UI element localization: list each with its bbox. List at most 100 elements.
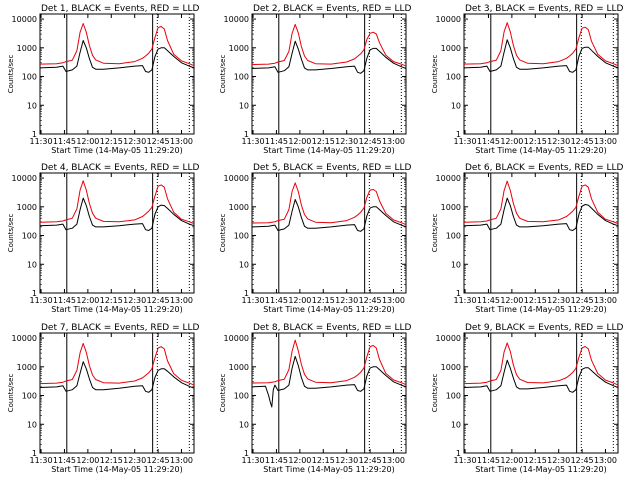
x-axis-label: Start Time (14-May-05 11:29:20) [263,305,394,314]
x-tick-label: 11:30 [454,296,477,305]
plot-frame [251,172,407,294]
x-tick-label: 12:00 [76,296,99,305]
x-tick-label: 11:30 [30,456,53,465]
y-tick-label: 10 [239,260,249,269]
chart-title: Det 4, BLACK = Events, RED = LLD [41,163,200,173]
x-axis-label: Start Time (14-May-05 11:29:20) [51,305,182,314]
x-tick-label: 12:30 [123,137,146,146]
x-tick-label: 11:30 [242,137,265,146]
x-tick-label: 13:00 [382,137,405,146]
y-tick-label: 100 [22,392,37,401]
x-tick-label: 12:15 [100,456,123,465]
x-tick-label: 12:45 [359,456,382,465]
x-tick-label: 11:45 [477,296,500,305]
y-tick-label: 1000 [229,44,249,53]
x-tick-label: 12:00 [288,296,311,305]
y-tick-label: 10000 [12,174,37,183]
x-tick-label: 12:00 [288,456,311,465]
y-tick-label: 1000 [17,363,37,372]
plot-frame [463,172,619,294]
x-tick-label: 12:00 [500,137,523,146]
y-tick-label: 10 [451,420,461,429]
y-tick-label: 10000 [436,15,461,24]
x-tick-label: 11:30 [242,296,265,305]
y-tick-label: 100 [234,392,249,401]
chart-panel: Det 7, BLACK = Events, RED = LLD 1 10 100 10… [7,323,200,474]
lld-series-line [463,342,619,386]
y-tick-label: 10000 [224,15,249,24]
chart-title: Det 3, BLACK = Events, RED = LLD [465,4,624,14]
chart-panel: Det 5, BLACK = Events, RED = LLD 1 10 100 10… [219,163,412,314]
x-tick-label: 12:15 [312,456,335,465]
y-tick-label: 10000 [12,15,37,24]
chart-panel: Det 3, BLACK = Events, RED = LLD 1 10 100 10… [431,4,624,155]
x-tick-label: 12:45 [359,137,382,146]
y-tick-label: 100 [234,73,249,82]
y-tick-label: 1000 [441,363,461,372]
y-tick-label: 1 [32,289,37,298]
lld-series-line [463,22,619,67]
y-tick-label: 1000 [17,203,37,212]
y-tick-label: 10 [27,260,37,269]
x-tick-label: 12:30 [123,456,146,465]
lld-series-line [39,342,195,386]
y-tick-label: 10 [451,260,461,269]
x-tick-label: 12:15 [312,296,335,305]
x-tick-label: 12:30 [123,296,146,305]
plot-frame [251,332,407,454]
chart-panel: Det 1, BLACK = Events, RED = LLD 1 10 100 10… [7,4,200,155]
x-tick-label: 12:45 [571,456,594,465]
chart-title: Det 5, BLACK = Events, RED = LLD [253,163,412,173]
y-tick-label: 1 [32,130,37,139]
y-tick-label: 100 [22,73,37,82]
x-tick-label: 12:45 [147,296,170,305]
x-tick-label: 13:00 [594,137,617,146]
events-series-line [251,355,407,408]
chart-title: Det 6, BLACK = Events, RED = LLD [465,163,624,173]
y-tick-label: 1000 [441,44,461,53]
x-tick-label: 12:45 [147,456,170,465]
y-tick-label: 1000 [229,363,249,372]
x-tick-label: 12:00 [76,137,99,146]
x-tick-label: 11:30 [30,137,53,146]
lld-series-line [251,182,407,226]
y-tick-label: 100 [22,232,37,241]
x-tick-label: 11:45 [53,296,76,305]
x-tick-label: 12:45 [571,296,594,305]
x-tick-label: 12:15 [524,456,547,465]
x-tick-label: 11:45 [477,456,500,465]
y-tick-label: 100 [446,232,461,241]
y-tick-label: 10000 [436,334,461,343]
plot-frame [251,13,407,135]
lld-series-line [251,23,407,67]
events-series-line [39,40,195,73]
x-tick-label: 12:45 [147,137,170,146]
x-tick-label: 13:00 [170,137,193,146]
x-axis-label: Start Time (14-May-05 11:29:20) [51,146,182,155]
x-tick-label: 11:45 [477,137,500,146]
plot-frame [39,332,195,454]
plot-frame [39,172,195,294]
chart-title: Det 8, BLACK = Events, RED = LLD [253,323,412,333]
x-tick-label: 13:00 [594,296,617,305]
chart-title: Det 2, BLACK = Events, RED = LLD [253,4,412,14]
x-tick-label: 12:30 [335,296,358,305]
y-axis-label: Counts/sec [431,55,439,94]
chart-panel: Det 2, BLACK = Events, RED = LLD 1 10 100 10… [219,4,412,155]
events-series-line [251,40,407,74]
x-tick-label: 12:00 [500,456,523,465]
lld-series-line [251,339,407,386]
x-tick-label: 12:15 [100,137,123,146]
lld-series-line [39,23,195,67]
y-axis-label: Counts/sec [7,374,15,413]
x-tick-label: 12:15 [100,296,123,305]
y-tick-label: 10 [27,420,37,429]
events-series-line [251,199,407,232]
x-tick-label: 11:45 [53,456,76,465]
x-tick-label: 13:00 [594,456,617,465]
x-tick-label: 13:00 [382,296,405,305]
x-tick-label: 12:30 [547,296,570,305]
x-tick-label: 11:45 [265,296,288,305]
y-tick-label: 1 [244,449,249,458]
